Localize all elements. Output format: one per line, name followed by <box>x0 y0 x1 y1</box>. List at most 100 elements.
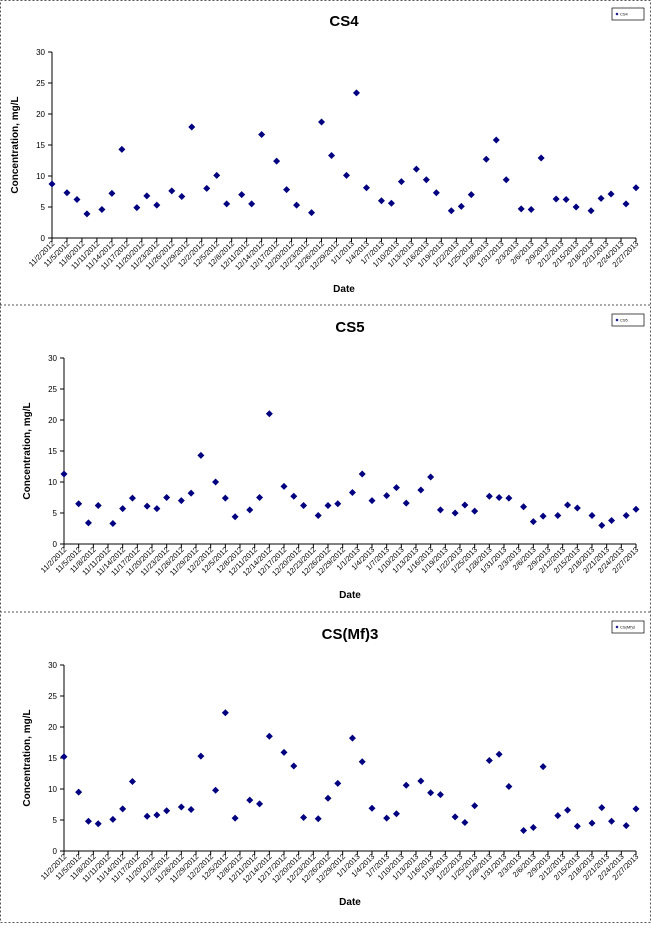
data-point <box>197 752 205 760</box>
data-point <box>562 196 570 204</box>
data-point <box>608 817 616 825</box>
data-point <box>587 207 595 215</box>
data-point <box>392 810 400 818</box>
data-point <box>573 504 581 512</box>
data-point <box>368 497 376 505</box>
data-point <box>213 171 221 179</box>
data-point <box>153 505 161 513</box>
data-point <box>471 802 479 810</box>
data-point <box>358 758 366 766</box>
data-point <box>451 509 459 517</box>
data-point <box>187 489 195 497</box>
data-point <box>314 815 322 823</box>
data-point <box>109 815 117 823</box>
data-point <box>622 822 630 830</box>
data-point <box>632 184 640 192</box>
data-point <box>238 191 246 199</box>
data-point <box>402 499 410 507</box>
data-point <box>119 805 127 813</box>
data-point <box>529 823 537 831</box>
data-point <box>342 171 350 179</box>
data-point <box>178 192 186 200</box>
data-point <box>387 199 395 207</box>
y-tick-label: 30 <box>36 48 45 57</box>
data-point <box>290 492 298 500</box>
data-point <box>502 176 510 184</box>
y-tick-label: 10 <box>48 478 57 487</box>
data-point <box>608 516 616 524</box>
data-point <box>457 202 465 210</box>
data-point <box>598 804 606 812</box>
data-point <box>632 505 640 513</box>
data-point <box>143 192 151 200</box>
data-point <box>622 511 630 519</box>
data-point <box>552 195 560 203</box>
y-tick-label: 25 <box>36 79 45 88</box>
legend-label: CS5 <box>620 318 629 323</box>
data-point <box>143 502 151 510</box>
y-axis-title: Concentration, mg/L <box>22 402 33 499</box>
x-axis-title: Date <box>339 897 361 908</box>
data-point <box>177 803 185 811</box>
y-tick-label: 5 <box>41 203 46 212</box>
data-point <box>564 806 572 814</box>
data-point <box>212 786 220 794</box>
data-point <box>177 497 185 505</box>
data-point <box>537 154 545 162</box>
data-point <box>83 210 91 218</box>
x-axis-title: Date <box>333 284 355 295</box>
data-point <box>324 794 332 802</box>
data-point <box>108 189 116 197</box>
y-tick-label: 30 <box>48 661 57 670</box>
data-point <box>527 205 535 213</box>
data-point <box>358 470 366 478</box>
data-point <box>482 155 490 163</box>
data-point <box>402 781 410 789</box>
data-point <box>283 186 291 194</box>
data-point <box>471 507 479 515</box>
y-tick-label: 15 <box>36 141 45 150</box>
data-point <box>348 489 356 497</box>
data-point <box>572 203 580 211</box>
data-point <box>221 709 229 717</box>
data-point <box>128 494 136 502</box>
data-point <box>461 818 469 826</box>
legend-box <box>611 313 645 327</box>
data-point <box>485 492 493 500</box>
y-tick-label: 10 <box>36 172 45 181</box>
data-point <box>128 778 136 786</box>
data-point <box>334 500 342 508</box>
data-point <box>153 811 161 819</box>
data-point <box>94 820 102 828</box>
data-point <box>495 750 503 758</box>
data-point <box>84 817 92 825</box>
data-point <box>422 176 430 184</box>
data-point <box>432 189 440 197</box>
data-point <box>256 800 264 808</box>
data-point <box>280 482 288 490</box>
y-tick-label: 5 <box>53 509 58 518</box>
data-point <box>163 807 171 815</box>
legend-marker <box>615 625 619 629</box>
data-point <box>597 194 605 202</box>
chart-title: CS4 <box>329 13 359 30</box>
data-point <box>554 812 562 820</box>
data-point <box>248 200 256 208</box>
y-tick-label: 0 <box>41 234 46 243</box>
data-point <box>451 813 459 821</box>
data-point <box>368 804 376 812</box>
data-point <box>447 207 455 215</box>
data-point <box>280 748 288 756</box>
data-point <box>427 473 435 481</box>
data-point <box>632 805 640 813</box>
data-point <box>308 209 316 217</box>
data-point <box>133 204 141 212</box>
data-point <box>467 191 475 199</box>
data-point <box>84 519 92 527</box>
legend-label: CS(Mf)3 <box>620 625 636 630</box>
data-point <box>94 502 102 510</box>
data-point <box>118 145 126 153</box>
